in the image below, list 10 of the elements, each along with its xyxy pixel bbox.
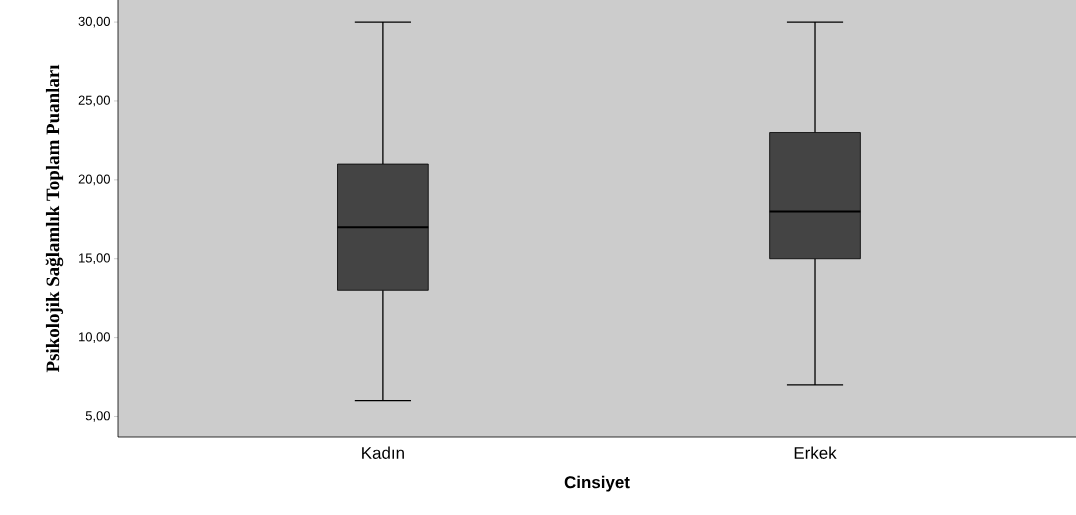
y-tick-label: 10,00 xyxy=(79,332,110,343)
x-tick-label: Erkek xyxy=(794,446,837,459)
y-axis-title: Psikolojik Sağlamlık Toplam Puanları xyxy=(45,64,64,373)
y-tick-label: 5,00 xyxy=(85,411,110,422)
x-axis-title: Cinsiyet xyxy=(564,475,630,492)
y-tick-label: 15,00 xyxy=(79,253,110,265)
y-tick-label: 30,00 xyxy=(78,16,110,28)
y-tick-label: 20,00 xyxy=(78,174,110,186)
y-tick-label: 25,00 xyxy=(78,95,110,107)
x-tick-label: Kadın xyxy=(362,446,404,459)
